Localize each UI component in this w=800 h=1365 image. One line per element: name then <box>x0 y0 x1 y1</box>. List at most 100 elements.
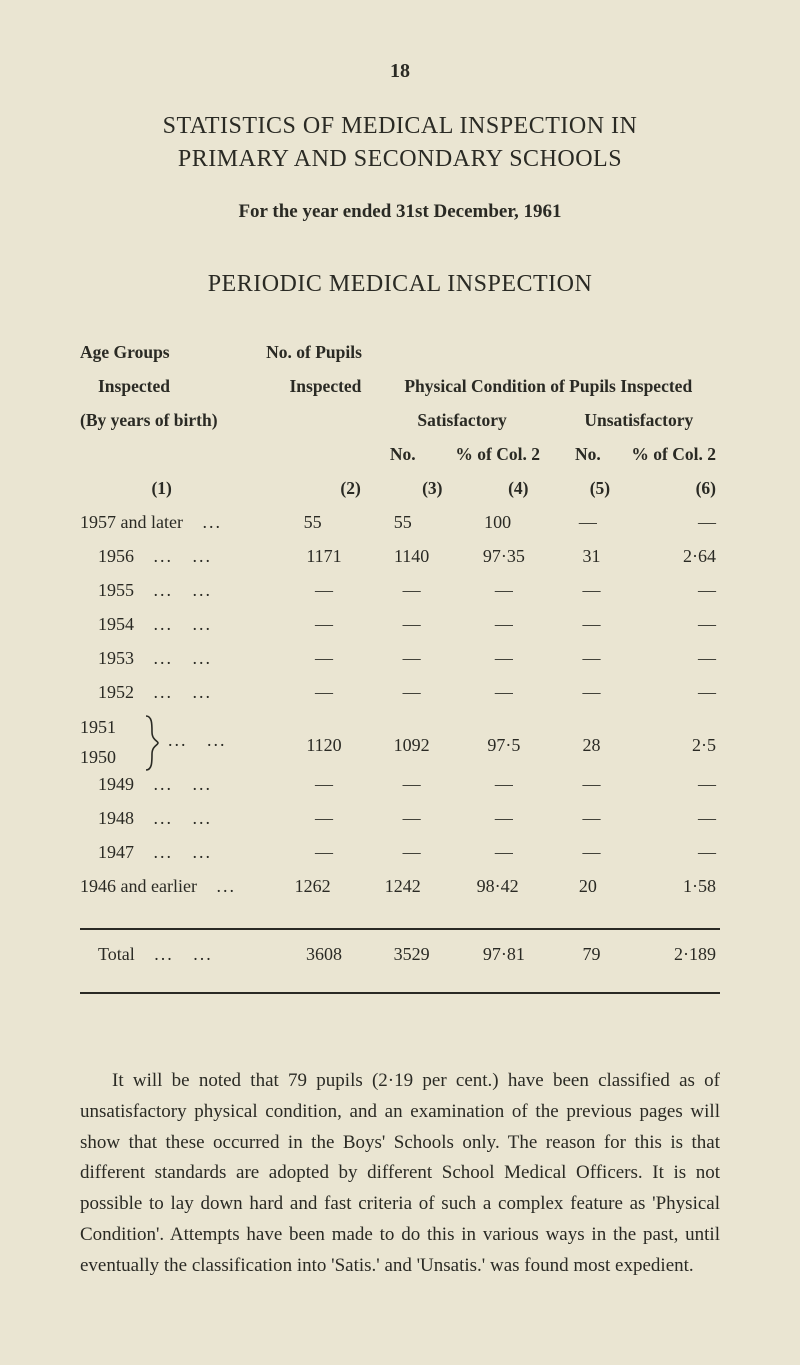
cell: 100 <box>441 512 555 533</box>
col-index: (6) <box>630 478 720 499</box>
cell: — <box>559 614 624 635</box>
row-label: 1957 and later <box>80 512 222 532</box>
table-row: 1952 — — — — — <box>80 682 720 716</box>
table-header-row: Inspected Inspected Physical Condition o… <box>80 376 720 410</box>
title-line-1: STATISTICS OF MEDICAL INSPECTION IN <box>80 113 720 140</box>
cell: — <box>624 614 720 635</box>
cell: — <box>555 512 621 533</box>
table-header-row: No. % of Col. 2 No. % of Col. 2 <box>80 444 720 478</box>
cell: — <box>624 774 720 795</box>
row-label: 1947 <box>98 842 212 862</box>
cell: 98·42 <box>441 876 555 897</box>
cell: — <box>273 580 374 601</box>
cell: — <box>375 808 449 829</box>
cell: — <box>273 614 374 635</box>
body-paragraph: It will be noted that 79 pupils (2·19 pe… <box>80 1066 720 1281</box>
cell: — <box>559 580 624 601</box>
brace-icon <box>142 714 160 772</box>
cell: 55 <box>260 512 364 533</box>
cell: 2·5 <box>624 735 720 756</box>
cell: — <box>559 682 624 703</box>
cell: — <box>273 842 374 863</box>
cell: 3529 <box>375 944 449 965</box>
row-label: 1955 <box>98 580 212 600</box>
cell: — <box>449 614 560 635</box>
section-title: PERIODIC MEDICAL INSPECTION <box>80 271 720 298</box>
row-label: 1949 <box>98 774 212 794</box>
cell: — <box>624 580 720 601</box>
table-row-braced: 1951 1950 ... ... 1120 1092 97·5 28 2·5 <box>80 716 720 774</box>
table-row: 1956 1171 1140 97·35 31 2·64 <box>80 546 720 580</box>
cell: 55 <box>365 512 441 533</box>
cell: — <box>449 842 560 863</box>
cell: — <box>559 648 624 669</box>
cell: 97·5 <box>449 735 560 756</box>
cell: — <box>621 512 720 533</box>
cell: 1120 <box>273 735 374 756</box>
row-label: 1951 <box>80 712 116 742</box>
table-header-row: (By years of birth) Satisfactory Unsatis… <box>80 410 720 444</box>
cell: — <box>559 842 624 863</box>
cell: 20 <box>555 876 621 897</box>
hdr-no-pupils: No. of Pupils <box>262 342 367 363</box>
col-index: (2) <box>303 478 398 499</box>
table-row: 1949 — — — — — <box>80 774 720 808</box>
title-line-2: PRIMARY AND SECONDARY SCHOOLS <box>80 146 720 173</box>
cell: 1171 <box>273 546 374 567</box>
cell: 97·81 <box>449 944 560 965</box>
cell: 31 <box>559 546 624 567</box>
row-label: 1956 <box>98 546 212 566</box>
cell: 1140 <box>375 546 449 567</box>
hdr-pct: % of Col. 2 <box>441 444 555 465</box>
cell: 1262 <box>260 876 364 897</box>
col-index: (3) <box>398 478 467 499</box>
cell: 1242 <box>365 876 441 897</box>
hdr-inspected: Inspected <box>80 376 274 397</box>
row-label: 1954 <box>98 614 212 634</box>
cell: — <box>449 580 560 601</box>
cell: — <box>449 648 560 669</box>
date-line: For the year ended 31st December, 1961 <box>80 201 720 223</box>
cell: — <box>375 842 449 863</box>
cell: 1092 <box>375 735 449 756</box>
hdr-unsatisfactory: Unsatisfactory <box>558 410 720 431</box>
cell: — <box>624 808 720 829</box>
row-label: 1950 <box>80 742 116 772</box>
cell: — <box>375 614 449 635</box>
row-label: Total <box>98 944 213 964</box>
table-row: 1947 — — — — — <box>80 842 720 876</box>
document-page: 18 STATISTICS OF MEDICAL INSPECTION IN P… <box>0 0 800 1365</box>
col-index: (5) <box>570 478 630 499</box>
table-row: 1948 — — — — — <box>80 808 720 842</box>
cell: — <box>624 648 720 669</box>
inspection-table: Age Groups No. of Pupils Inspected Inspe… <box>80 342 720 994</box>
cell: — <box>624 842 720 863</box>
cell: — <box>375 774 449 795</box>
cell: 2·189 <box>624 944 720 965</box>
cell: — <box>449 808 560 829</box>
table-row: 1953 — — — — — <box>80 648 720 682</box>
row-label: 1953 <box>98 648 212 668</box>
table-column-index-row: (1) (2) (3) (4) (5) (6) <box>80 478 720 512</box>
cell: 3608 <box>273 944 374 965</box>
hdr-no: No. <box>555 444 621 465</box>
cell: — <box>375 682 449 703</box>
cell: — <box>273 648 374 669</box>
row-label: 1948 <box>98 808 212 828</box>
cell: — <box>559 808 624 829</box>
col-index: (4) <box>467 478 570 499</box>
cell: 97·35 <box>449 546 560 567</box>
table-row: 1957 and later 55 55 100 — — <box>80 512 720 546</box>
cell: 28 <box>559 735 624 756</box>
cell: — <box>449 774 560 795</box>
hdr-age-groups: Age Groups <box>80 342 262 363</box>
cell: 2·64 <box>624 546 720 567</box>
hdr-by-years: (By years of birth) <box>80 410 262 431</box>
row-label: 1952 <box>98 682 212 702</box>
row-label: 1946 and earlier <box>80 876 236 896</box>
cell: — <box>273 682 374 703</box>
cell: 79 <box>559 944 624 965</box>
brace-labels: 1951 1950 <box>80 712 116 772</box>
cell: — <box>375 580 449 601</box>
table-row: 1954 — — — — — <box>80 614 720 648</box>
